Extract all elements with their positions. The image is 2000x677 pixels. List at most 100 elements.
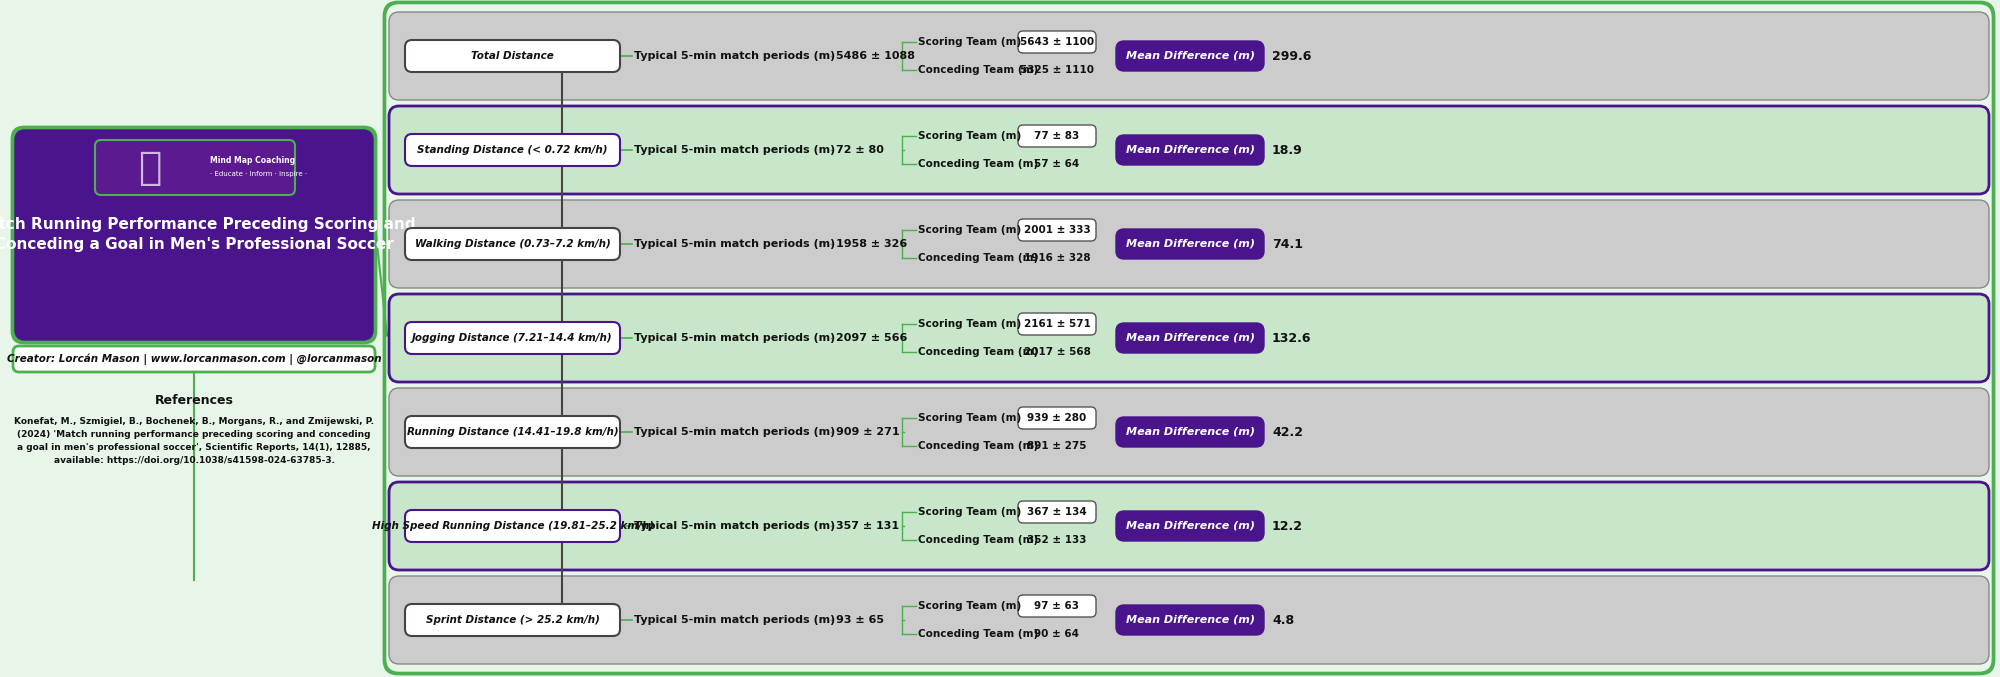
Text: Typical 5-min match periods (m): Typical 5-min match periods (m) [634,427,836,437]
FancyBboxPatch shape [404,134,620,166]
Text: Typical 5-min match periods (m): Typical 5-min match periods (m) [634,521,836,531]
Text: Walking Distance (0.73–7.2 km/h): Walking Distance (0.73–7.2 km/h) [414,239,610,249]
FancyBboxPatch shape [1018,595,1096,617]
Text: Scoring Team (m): Scoring Team (m) [918,601,1022,611]
FancyBboxPatch shape [1116,511,1264,541]
Text: Mean Difference (m): Mean Difference (m) [1126,51,1254,61]
FancyBboxPatch shape [388,482,1988,570]
Text: · Educate · Inform · Inspire ·: · Educate · Inform · Inspire · [210,171,308,177]
Text: 357 ± 131: 357 ± 131 [836,521,900,531]
FancyBboxPatch shape [404,604,620,636]
Text: Scoring Team (m): Scoring Team (m) [918,319,1022,329]
Text: 909 ± 271: 909 ± 271 [836,427,900,437]
Text: Mean Difference (m): Mean Difference (m) [1126,615,1254,625]
FancyBboxPatch shape [12,127,376,343]
FancyBboxPatch shape [96,140,296,195]
Text: Conceding Team (m): Conceding Team (m) [918,535,1038,545]
Text: 2017 ± 568: 2017 ± 568 [1024,347,1090,357]
FancyBboxPatch shape [404,510,620,542]
FancyBboxPatch shape [1018,313,1096,335]
Text: Match Running Performance Preceding Scoring and: Match Running Performance Preceding Scor… [0,217,416,232]
FancyBboxPatch shape [1018,407,1096,429]
Text: 132.6: 132.6 [1272,332,1312,345]
Text: Mean Difference (m): Mean Difference (m) [1126,145,1254,155]
FancyBboxPatch shape [404,40,620,72]
Text: (2024) 'Match running performance preceding scoring and conceding: (2024) 'Match running performance preced… [18,430,370,439]
Text: available: https://doi.org/10.1038/s41598-024-63785-3.: available: https://doi.org/10.1038/s4159… [54,456,334,465]
Text: Conceding Team (m): Conceding Team (m) [918,441,1038,451]
Text: 5486 ± 1088: 5486 ± 1088 [836,51,916,61]
FancyBboxPatch shape [388,576,1988,664]
Text: 299.6: 299.6 [1272,49,1312,62]
FancyBboxPatch shape [1116,135,1264,165]
Text: 57 ± 64: 57 ± 64 [1034,159,1080,169]
Text: 2001 ± 333: 2001 ± 333 [1024,225,1090,235]
Text: Conceding a Goal in Men's Professional Soccer: Conceding a Goal in Men's Professional S… [0,238,394,253]
FancyBboxPatch shape [388,106,1988,194]
Text: Standing Distance (< 0.72 km/h): Standing Distance (< 0.72 km/h) [418,145,608,155]
Text: 90 ± 64: 90 ± 64 [1034,629,1080,639]
Text: 5643 ± 1100: 5643 ± 1100 [1020,37,1094,47]
Text: 74.1: 74.1 [1272,238,1304,250]
FancyBboxPatch shape [1018,31,1096,53]
FancyBboxPatch shape [1116,605,1264,635]
Text: 72 ± 80: 72 ± 80 [836,145,884,155]
Text: 🦉: 🦉 [138,148,162,186]
FancyBboxPatch shape [1116,323,1264,353]
Text: Typical 5-min match periods (m): Typical 5-min match periods (m) [634,145,836,155]
Text: 93 ± 65: 93 ± 65 [836,615,884,625]
FancyBboxPatch shape [16,130,372,340]
Text: Typical 5-min match periods (m): Typical 5-min match periods (m) [634,333,836,343]
Text: Konefat, M., Szmigiel, B., Bochenek, B., Morgans, R., and Zmijewski, P.: Konefat, M., Szmigiel, B., Bochenek, B.,… [14,417,374,426]
FancyBboxPatch shape [388,5,1992,671]
FancyBboxPatch shape [388,388,1988,476]
FancyBboxPatch shape [404,322,620,354]
Text: 5325 ± 1110: 5325 ± 1110 [1020,65,1094,75]
FancyBboxPatch shape [388,12,1988,100]
Text: Scoring Team (m): Scoring Team (m) [918,225,1022,235]
Text: Mean Difference (m): Mean Difference (m) [1126,333,1254,343]
Text: Creator: Lorcán Mason | www.lorcanmason.com | @lorcanmason: Creator: Lorcán Mason | www.lorcanmason.… [6,353,382,365]
Text: 97 ± 63: 97 ± 63 [1034,601,1080,611]
FancyBboxPatch shape [1116,229,1264,259]
Text: a goal in men's professional soccer', Scientific Reports, 14(1), 12885,: a goal in men's professional soccer', Sc… [18,443,370,452]
FancyBboxPatch shape [404,228,620,260]
FancyBboxPatch shape [388,294,1988,382]
Text: 891 ± 275: 891 ± 275 [1028,441,1086,451]
Text: Running Distance (14.41–19.8 km/h): Running Distance (14.41–19.8 km/h) [406,427,618,437]
Text: 18.9: 18.9 [1272,144,1302,156]
Text: 42.2: 42.2 [1272,426,1304,439]
Text: Typical 5-min match periods (m): Typical 5-min match periods (m) [634,239,836,249]
Text: Mind Map Coaching: Mind Map Coaching [210,156,296,165]
Text: Mean Difference (m): Mean Difference (m) [1126,521,1254,531]
Text: Conceding Team (m): Conceding Team (m) [918,65,1038,75]
FancyBboxPatch shape [14,346,376,372]
Text: Conceding Team (m): Conceding Team (m) [918,629,1038,639]
Text: Sprint Distance (> 25.2 km/h): Sprint Distance (> 25.2 km/h) [426,615,600,625]
Text: Conceding Team (m): Conceding Team (m) [918,253,1038,263]
Text: Typical 5-min match periods (m): Typical 5-min match periods (m) [634,51,836,61]
Text: 77 ± 83: 77 ± 83 [1034,131,1080,141]
FancyBboxPatch shape [384,2,1994,674]
Text: 1916 ± 328: 1916 ± 328 [1024,253,1090,263]
Text: Conceding Team (m): Conceding Team (m) [918,347,1038,357]
FancyBboxPatch shape [1018,501,1096,523]
Text: Mean Difference (m): Mean Difference (m) [1126,239,1254,249]
Text: 4.8: 4.8 [1272,613,1294,626]
FancyBboxPatch shape [404,416,620,448]
Text: Conceding Team (m): Conceding Team (m) [918,159,1038,169]
Text: Scoring Team (m): Scoring Team (m) [918,507,1022,517]
Text: 352 ± 133: 352 ± 133 [1028,535,1086,545]
Text: Scoring Team (m): Scoring Team (m) [918,37,1022,47]
Text: References: References [154,394,234,407]
Text: Scoring Team (m): Scoring Team (m) [918,131,1022,141]
Text: 12.2: 12.2 [1272,519,1304,533]
Text: 2161 ± 571: 2161 ± 571 [1024,319,1090,329]
Text: 2097 ± 566: 2097 ± 566 [836,333,908,343]
FancyBboxPatch shape [1018,125,1096,147]
Text: 1958 ± 326: 1958 ± 326 [836,239,908,249]
Text: Mean Difference (m): Mean Difference (m) [1126,427,1254,437]
FancyBboxPatch shape [1018,219,1096,241]
FancyBboxPatch shape [1116,41,1264,71]
FancyBboxPatch shape [1116,417,1264,447]
